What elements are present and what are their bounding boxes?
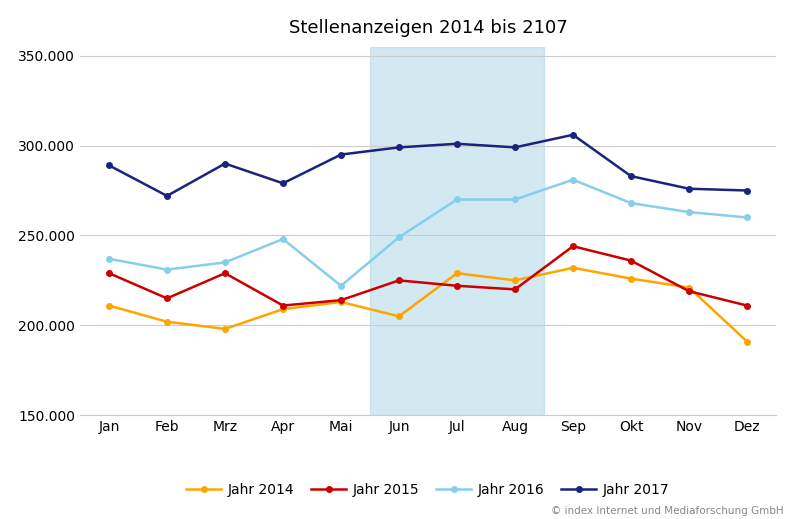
Jahr 2014 [394,313,404,320]
Line: Jahr 2016: Jahr 2016 [106,177,750,289]
Jahr 2015 [626,257,636,264]
Jahr 2015 [510,286,520,293]
Jahr 2016 [510,196,520,202]
Jahr 2016 [220,260,230,266]
Jahr 2015 [278,303,288,309]
Jahr 2016 [394,234,404,240]
Jahr 2017 [220,160,230,167]
Jahr 2016 [626,200,636,206]
Jahr 2014 [104,303,114,309]
Line: Jahr 2014: Jahr 2014 [106,265,750,344]
Title: Stellenanzeigen 2014 bis 2107: Stellenanzeigen 2014 bis 2107 [289,19,567,37]
Jahr 2016 [104,256,114,262]
Jahr 2017 [452,141,462,147]
Jahr 2016 [336,283,346,289]
Jahr 2015 [452,283,462,289]
Jahr 2017 [278,180,288,186]
Jahr 2017 [626,173,636,179]
Jahr 2016 [278,236,288,242]
Bar [370,47,544,415]
Jahr 2014 [684,284,694,291]
Jahr 2014 [220,326,230,332]
Jahr 2016 [452,196,462,202]
Jahr 2017 [742,187,752,194]
Jahr 2014 [278,306,288,312]
Jahr 2014 [568,265,578,271]
Jahr 2017 [394,144,404,151]
Jahr 2016 [568,176,578,183]
Jahr 2015 [336,297,346,303]
Text: © index Internet und Mediaforschung GmbH: © index Internet und Mediaforschung GmbH [551,507,784,516]
Jahr 2017 [568,132,578,138]
Jahr 2017 [104,162,114,169]
Jahr 2015 [568,243,578,249]
Jahr 2014 [336,299,346,305]
Jahr 2016 [684,209,694,215]
Jahr 2017 [510,144,520,151]
Legend: Jahr 2014, Jahr 2015, Jahr 2016, Jahr 2017: Jahr 2014, Jahr 2015, Jahr 2016, Jahr 20… [181,477,675,502]
Jahr 2015 [742,303,752,309]
Jahr 2014 [452,270,462,276]
Line: Jahr 2015: Jahr 2015 [106,243,750,308]
Jahr 2015 [220,270,230,276]
Jahr 2016 [742,214,752,221]
Jahr 2015 [394,277,404,283]
Jahr 2014 [626,276,636,282]
Jahr 2014 [162,319,172,325]
Jahr 2016 [162,266,172,272]
Jahr 2015 [104,270,114,276]
Line: Jahr 2017: Jahr 2017 [106,132,750,199]
Jahr 2017 [336,152,346,158]
Jahr 2014 [742,338,752,345]
Jahr 2015 [684,288,694,294]
Jahr 2017 [162,193,172,199]
Jahr 2015 [162,295,172,302]
Jahr 2014 [510,277,520,283]
Jahr 2017 [684,186,694,192]
